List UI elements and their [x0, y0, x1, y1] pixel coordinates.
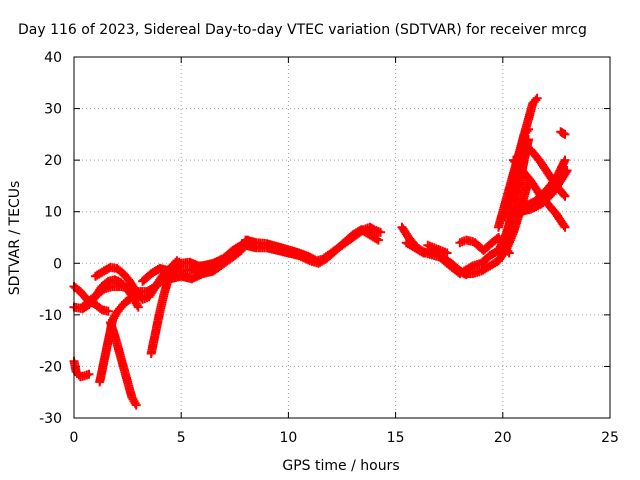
y-tick-label: 40: [44, 50, 62, 66]
y-axis-label: SDTVAR / TECUs: [7, 181, 23, 296]
data-point: [133, 302, 143, 312]
y-tick-labels: -30 -20 -10 0 10 20 30 40: [39, 50, 62, 427]
data-point: [442, 248, 452, 258]
y-tick-label: 0: [53, 256, 62, 272]
x-tick-label: 25: [601, 430, 619, 446]
grid-lines: [74, 57, 610, 418]
series-arc-21: [423, 240, 452, 258]
data-point: [524, 124, 533, 134]
y-tick-label: 10: [44, 205, 62, 221]
x-axis-label: GPS time / hours: [282, 458, 399, 474]
x-tick-label: 15: [387, 430, 405, 446]
data-series: [69, 93, 572, 410]
y-tick-label: 30: [44, 102, 62, 118]
series-arc-13: [241, 225, 383, 268]
series-arc-26: [515, 166, 572, 217]
data-point: [468, 237, 478, 247]
data-point: [131, 400, 141, 410]
x-tick-label: 5: [177, 430, 186, 446]
x-tick-label: 10: [279, 430, 297, 446]
data-point: [560, 129, 570, 139]
data-point: [532, 93, 542, 103]
y-tick-label: 20: [44, 153, 62, 169]
chart-title: Day 116 of 2023, Sidereal Day-to-day VTE…: [18, 22, 587, 38]
data-point: [560, 191, 570, 201]
y-tick-label: -30: [39, 411, 62, 427]
series-arc-27: [556, 127, 570, 139]
series-arc-6: [105, 318, 141, 410]
series-arc-15: [401, 238, 465, 279]
series-arc-22: [455, 235, 478, 248]
y-tick-label: -10: [39, 308, 62, 324]
plot-frame: [73, 56, 611, 419]
data-point: [103, 306, 113, 316]
series-arc-10: [166, 245, 246, 284]
x-tick-label: 20: [494, 430, 512, 446]
data-point: [376, 227, 386, 237]
data-point: [560, 222, 570, 232]
data-point: [125, 294, 135, 304]
data-point: [504, 248, 514, 258]
data-point: [373, 235, 383, 245]
x-tick-labels: 0 5 10 15 20 25: [70, 430, 619, 446]
data-point: [560, 155, 570, 165]
data-point: [562, 166, 572, 175]
data-point: [84, 369, 94, 379]
series-arc-20: [470, 233, 514, 258]
y-tick-label: -20: [39, 359, 62, 375]
x-tick-label: 0: [70, 430, 79, 446]
